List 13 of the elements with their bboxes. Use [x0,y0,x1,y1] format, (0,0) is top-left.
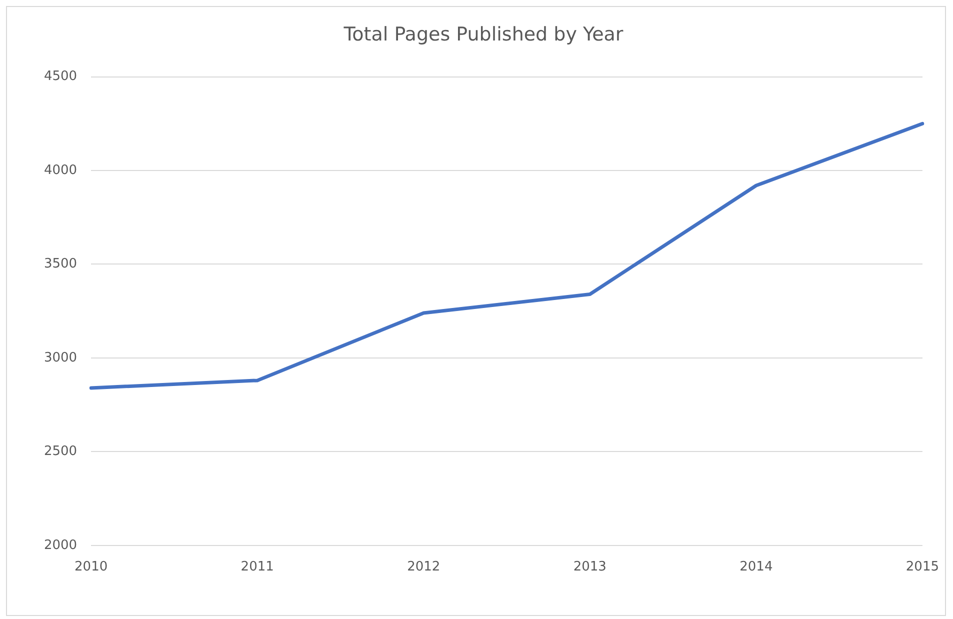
y-tick-label: 2500 [44,444,78,460]
x-tick-label: 2014 [740,560,773,575]
x-tick-label: 2013 [573,560,606,575]
y-tick-label: 2000 [44,538,78,553]
x-tick-label: 2011 [240,560,274,575]
y-tick-label: 4500 [44,69,78,84]
y-tick-label: 4000 [44,162,78,178]
x-tick-label: 2012 [407,560,440,575]
chart-title: Total Pages Published by Year [342,23,624,46]
y-tick-label: 3000 [44,350,78,366]
x-tick-label: 2015 [906,560,940,575]
y-tick-label: 3500 [44,256,78,272]
x-tick-label: 2010 [74,560,108,575]
